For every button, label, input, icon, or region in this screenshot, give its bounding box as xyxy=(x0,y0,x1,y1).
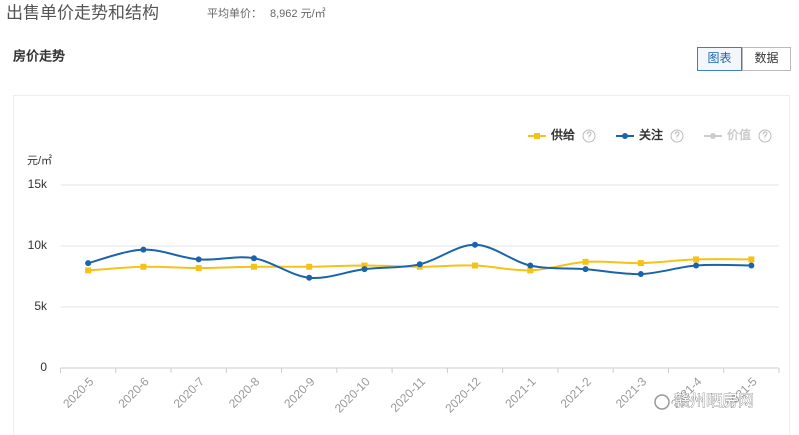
point xyxy=(748,256,755,263)
y-tick-label: 5k xyxy=(34,299,48,313)
watermark-icon xyxy=(654,394,670,410)
point xyxy=(472,241,479,248)
legend-label: 价值 xyxy=(727,127,751,142)
point xyxy=(140,263,147,270)
point xyxy=(527,267,534,274)
point xyxy=(637,260,644,267)
watermark: 赣州晒房网 xyxy=(674,392,754,410)
help-icon xyxy=(758,129,772,143)
x-tick-label: 2020-11 xyxy=(388,374,429,415)
x-tick-label: 2020-12 xyxy=(442,374,483,415)
point xyxy=(416,261,423,268)
point xyxy=(637,271,644,278)
help-mark xyxy=(674,131,680,140)
point xyxy=(250,255,257,262)
point xyxy=(85,260,92,267)
legend-marker xyxy=(534,133,540,139)
point xyxy=(140,246,147,253)
x-tick-label: 2021-3 xyxy=(613,374,650,411)
chart-frame xyxy=(13,95,790,435)
help-mark xyxy=(586,131,592,140)
point xyxy=(582,258,589,265)
y-tick-label: 0 xyxy=(40,360,47,374)
x-tick-label: 2021-2 xyxy=(558,374,595,411)
legend-label: 供给 xyxy=(550,127,575,142)
legend-marker xyxy=(710,133,716,139)
legend-label: 关注 xyxy=(639,127,663,142)
page-title: 出售单价走势和结构 xyxy=(6,3,159,22)
point xyxy=(195,256,202,263)
legend-item[interactable]: 价值 xyxy=(704,127,772,143)
point xyxy=(693,262,700,269)
help-icon xyxy=(670,129,684,143)
legend-item[interactable]: 关注 xyxy=(616,127,684,143)
legend-item[interactable]: 供给 xyxy=(528,127,596,143)
tab-chart[interactable] xyxy=(697,47,742,71)
section-title: 房价走势 xyxy=(13,48,65,63)
y-tick-label: 15k xyxy=(28,177,48,191)
x-tick-label: 2020-5 xyxy=(60,374,97,411)
x-tick-label: 2020-7 xyxy=(171,374,208,411)
point xyxy=(250,263,257,270)
y-axis-label: 元/㎡ xyxy=(27,154,52,167)
avg-label: 平均单价： xyxy=(207,7,262,20)
point xyxy=(748,262,755,269)
point xyxy=(306,274,313,281)
x-tick-label: 2021-1 xyxy=(502,374,539,411)
point xyxy=(306,263,313,270)
point xyxy=(472,262,479,269)
y-tick-label: 10k xyxy=(28,238,48,252)
tab-data-label[interactable]: 数据 xyxy=(754,50,778,65)
help-mark xyxy=(762,131,768,140)
point xyxy=(85,267,92,274)
point xyxy=(527,262,534,269)
legend-marker xyxy=(622,133,628,139)
point xyxy=(693,256,700,263)
point xyxy=(582,266,589,273)
avg-value: 8,962 元/㎡ xyxy=(270,7,326,20)
point xyxy=(361,266,368,273)
tab-chart-label[interactable]: 图表 xyxy=(707,51,731,65)
point xyxy=(195,264,202,271)
point xyxy=(361,262,368,269)
x-tick-label: 2020-9 xyxy=(281,374,318,411)
x-tick-label: 2020-10 xyxy=(332,374,373,415)
x-tick-label: 2020-8 xyxy=(226,374,263,411)
help-icon xyxy=(582,129,596,143)
x-tick-label: 2020-6 xyxy=(115,374,152,411)
tab-data[interactable] xyxy=(742,47,791,71)
plot: 0 5k 10k 15k 2020-5 2020-6 2020-7 2020-8 2020-9 2… xyxy=(28,127,780,416)
